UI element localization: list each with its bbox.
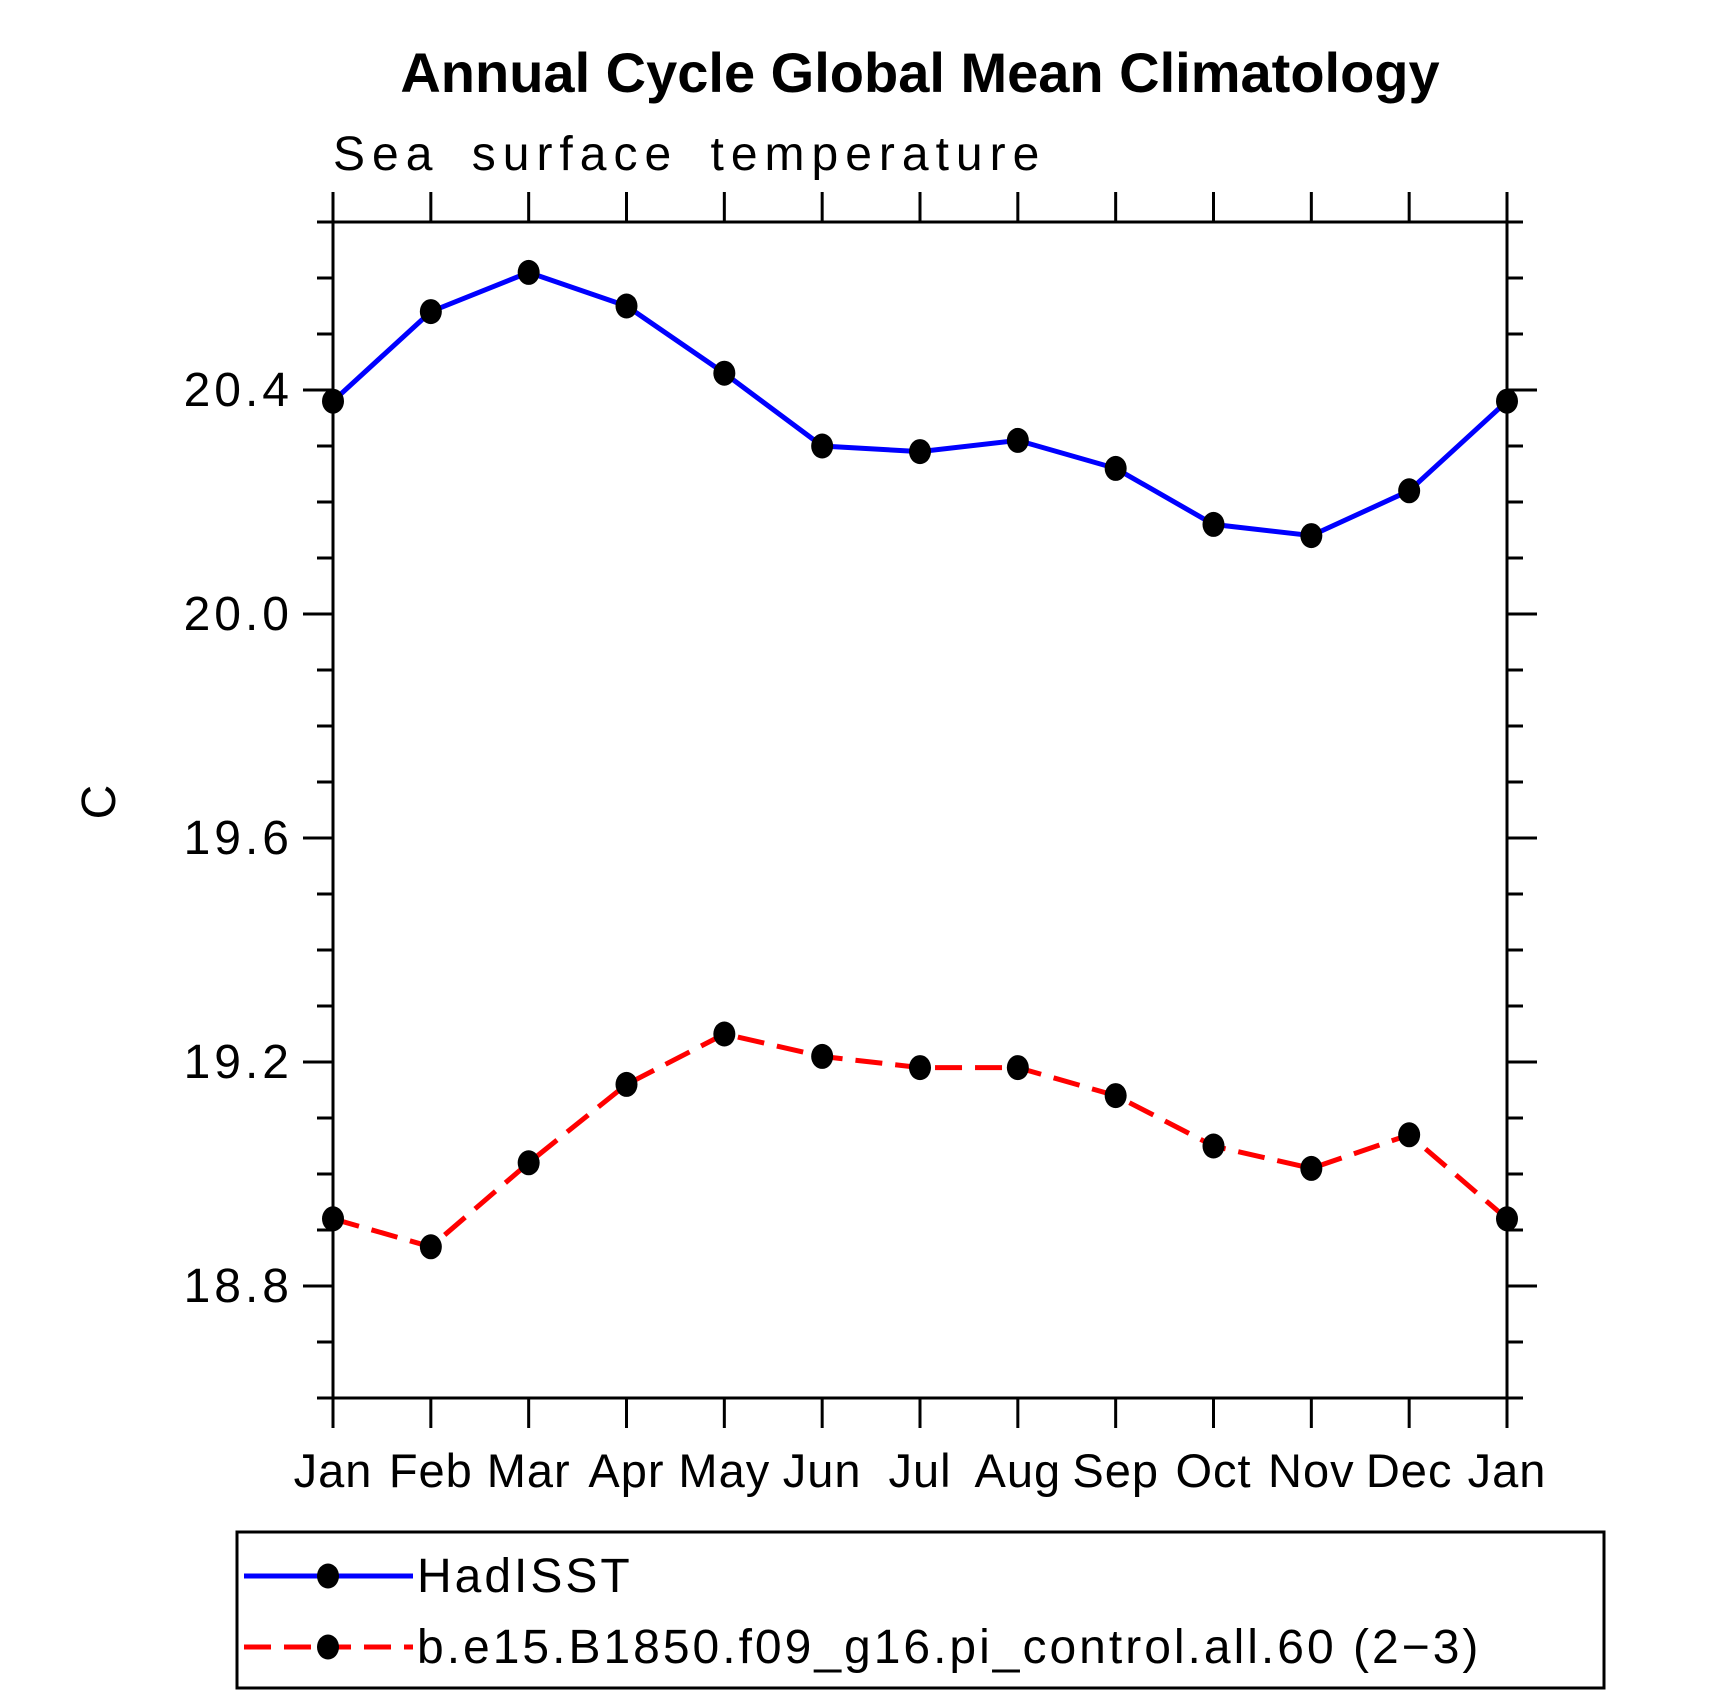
legend-label: b.e15.B1850.f09_g16.pi_control.all.60 (2… [417,1621,1481,1674]
data-point-marker [1398,1122,1421,1148]
y-tick-label: 20.0 [184,588,293,641]
data-point-marker [909,439,931,465]
legend-label: HadISST [417,1550,633,1603]
data-point-marker [615,293,638,319]
legend-entry: HadISST [244,1550,633,1603]
data-point-marker [1300,523,1323,549]
data-point-marker [1104,1083,1127,1109]
legend: HadISST b.e15.B1850.f09_g16.pi_control.al… [235,1530,1606,1690]
y-tick-label: 20.4 [184,364,293,417]
data-point-marker [517,1150,540,1176]
data-point-marker [713,1021,736,1047]
legend-entries: HadISST b.e15.B1850.f09_g16.pi_control.al… [244,1550,1481,1674]
data-point-marker [811,1043,834,1069]
data-point-marker [419,1234,442,1260]
x-tick-label: Nov [1268,1444,1355,1497]
x-tick-label: May [678,1444,770,1497]
data-point-marker [1202,1133,1225,1159]
series-markers [322,259,1518,1260]
y-tick-label: 18.8 [184,1260,293,1313]
legend-marker [317,1634,339,1660]
data-point-marker [1006,1055,1029,1081]
x-tick-label: Aug [975,1444,1062,1497]
data-point-marker [1496,1206,1518,1232]
x-tick-label: Oct [1175,1444,1251,1497]
plot-border [331,220,1509,1400]
data-point-marker [811,433,834,459]
data-point-marker [1006,427,1029,453]
data-point-marker [1202,511,1225,537]
data-point-marker [909,1055,931,1081]
x-axis-labels: Jan Feb Mar Apr May Jun Jul Aug Sep Oct Nov Dec Jan [294,1444,1547,1497]
data-point-marker [615,1071,638,1097]
data-point-marker [517,259,540,285]
data-point-marker [322,388,344,414]
x-tick-label: Jan [294,1444,373,1497]
legend-entry: b.e15.B1850.f09_g16.pi_control.all.60 (2… [244,1621,1481,1674]
data-point-marker [1496,388,1518,414]
x-axis-ticks [331,192,1509,1428]
x-tick-label: Jun [783,1444,862,1497]
x-tick-label: Jan [1468,1444,1547,1497]
data-point-marker [1300,1155,1323,1181]
y-tick-label: 19.2 [184,1036,293,1089]
x-tick-label: Dec [1366,1444,1453,1497]
x-tick-label: Mar [487,1444,571,1497]
data-point-marker [1398,478,1421,504]
y-tick-label: 19.6 [184,812,293,865]
chart-subtitle: Sea surface temperature [333,128,1046,181]
y-axis-title: C [73,781,126,820]
x-tick-label: Sep [1072,1444,1159,1497]
series-lines [331,269,1509,1250]
data-point-marker [1104,455,1127,481]
y-axis-ticks [303,220,1537,1400]
legend-box [235,1530,1606,1690]
x-tick-label: Feb [389,1444,473,1497]
series-line-hadisst [331,269,1509,539]
data-point-marker [322,1206,344,1232]
chart-title: Annual Cycle Global Mean Climatology [400,41,1439,104]
x-tick-label: Apr [588,1444,664,1497]
data-point-marker [713,360,736,386]
legend-marker [317,1563,339,1589]
y-axis-labels: 18.8 19.2 19.6 20.0 20.4 [184,364,293,1313]
x-tick-label: Jul [888,1444,951,1497]
data-point-marker [419,299,442,325]
